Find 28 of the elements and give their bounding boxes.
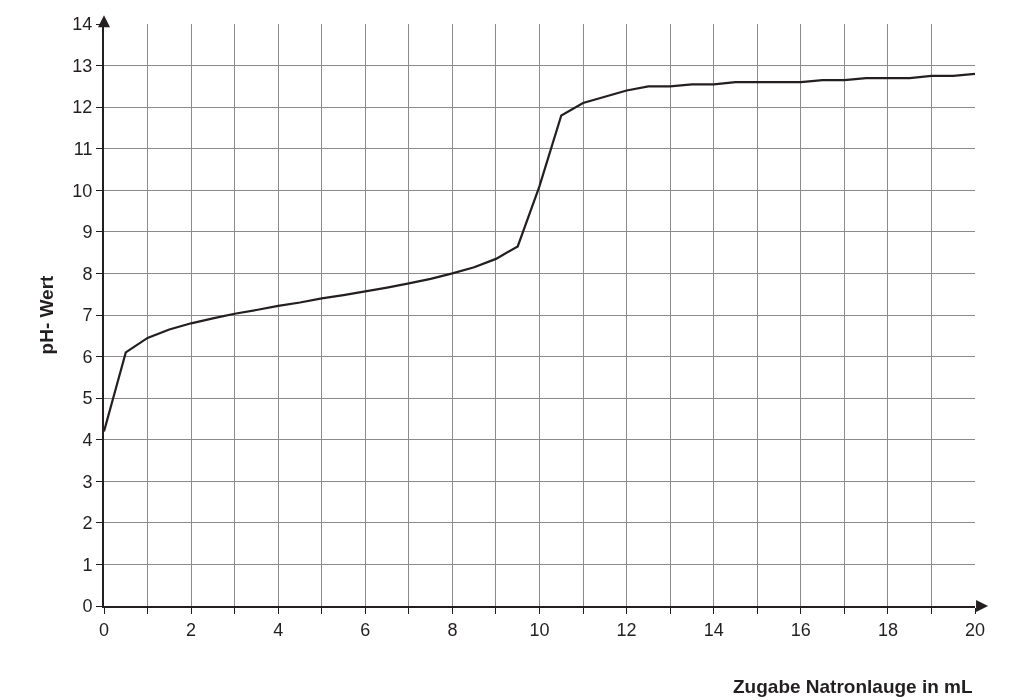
y-tick-label: 2 xyxy=(82,513,93,534)
x-tick-label: 10 xyxy=(529,619,550,640)
y-tick-label: 10 xyxy=(72,180,93,201)
x-tick-label: 20 xyxy=(964,619,986,640)
x-tick-label: 14 xyxy=(703,619,724,640)
x-tick-label: 8 xyxy=(447,619,458,640)
x-tick-label: 2 xyxy=(186,619,197,640)
y-tick-label: 7 xyxy=(82,305,93,326)
x-tick-label: 4 xyxy=(273,619,284,640)
x-tick-label: 12 xyxy=(616,619,637,640)
y-tick-label: 12 xyxy=(72,97,93,118)
y-tick-label: 13 xyxy=(72,55,93,76)
y-tick-label: 9 xyxy=(82,222,93,243)
y-tick-label: 6 xyxy=(82,346,93,367)
x-tick-label: 18 xyxy=(877,619,898,640)
y-tick-label: 3 xyxy=(82,471,93,492)
y-axis-title: pH- Wert xyxy=(35,274,57,355)
y-tick-label: 4 xyxy=(82,430,93,451)
y-tick-label: 1 xyxy=(82,554,93,575)
y-tick-label: 8 xyxy=(82,263,93,284)
x-axis-title: Zugabe Natronlauge in mL xyxy=(733,676,974,697)
y-tick-label: 5 xyxy=(82,388,93,409)
x-tick-label: 6 xyxy=(360,619,371,640)
y-tick-label: 14 xyxy=(72,14,93,35)
y-tick-label: 0 xyxy=(82,596,93,617)
y-tick-label: 11 xyxy=(73,139,93,160)
x-tick-label: 16 xyxy=(790,619,811,640)
x-tick-label: 0 xyxy=(98,619,110,640)
